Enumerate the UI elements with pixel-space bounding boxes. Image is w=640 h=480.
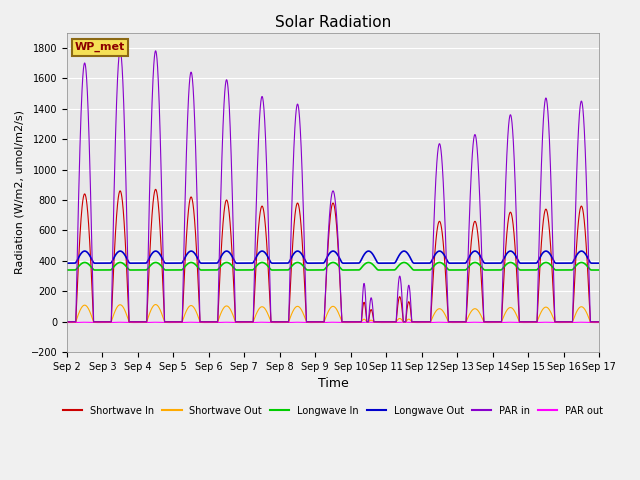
Line: Longwave Out: Longwave Out xyxy=(67,251,599,263)
Longwave Out xyxy=(423,260,431,266)
Longwave Out xyxy=(595,260,603,266)
Shortwave Out xyxy=(595,319,602,324)
Shortwave Out xyxy=(595,319,603,324)
Y-axis label: Radiation (W/m2, umol/m2/s): Radiation (W/m2, umol/m2/s) xyxy=(15,110,25,275)
PAR in xyxy=(63,319,71,324)
Longwave In xyxy=(595,267,603,273)
Shortwave Out xyxy=(63,319,71,324)
Shortwave Out xyxy=(483,319,490,324)
X-axis label: Time: Time xyxy=(317,377,348,391)
PAR out xyxy=(595,320,602,325)
Longwave In xyxy=(313,267,321,273)
Shortwave In xyxy=(423,319,431,324)
PAR out xyxy=(483,320,490,325)
Longwave In xyxy=(159,264,166,270)
Longwave In xyxy=(595,267,602,273)
Shortwave In xyxy=(313,319,321,324)
PAR out xyxy=(452,320,460,325)
PAR out xyxy=(595,320,603,325)
Legend: Shortwave In, Shortwave Out, Longwave In, Longwave Out, PAR in, PAR out: Shortwave In, Shortwave Out, Longwave In… xyxy=(59,402,607,420)
Shortwave In xyxy=(152,186,159,192)
Longwave Out xyxy=(483,260,490,266)
Longwave In xyxy=(423,267,431,273)
Longwave Out xyxy=(159,256,166,262)
Shortwave In xyxy=(483,319,490,324)
PAR out xyxy=(81,319,88,325)
Line: Shortwave In: Shortwave In xyxy=(67,189,599,322)
Longwave In xyxy=(452,267,460,273)
Shortwave In xyxy=(595,319,603,324)
Shortwave Out xyxy=(159,313,166,319)
PAR in xyxy=(595,319,602,324)
PAR out xyxy=(423,320,431,325)
Longwave Out xyxy=(91,260,99,266)
PAR in xyxy=(116,48,124,54)
PAR in xyxy=(452,319,460,324)
Longwave In xyxy=(483,267,490,273)
Longwave Out xyxy=(329,248,337,254)
Longwave Out xyxy=(63,260,71,266)
Longwave Out xyxy=(452,260,460,266)
PAR in xyxy=(595,319,603,324)
Text: WP_met: WP_met xyxy=(75,42,125,52)
PAR out xyxy=(313,320,321,325)
Shortwave In xyxy=(452,319,460,324)
Line: PAR in: PAR in xyxy=(67,51,599,322)
Shortwave In xyxy=(63,319,71,324)
PAR out xyxy=(159,320,166,325)
Line: Longwave In: Longwave In xyxy=(67,263,599,270)
Shortwave Out xyxy=(313,319,321,324)
PAR in xyxy=(423,319,431,324)
Shortwave In xyxy=(159,277,166,283)
Shortwave Out xyxy=(452,319,460,324)
PAR in xyxy=(313,319,321,324)
Line: Shortwave Out: Shortwave Out xyxy=(67,304,599,322)
Longwave In xyxy=(329,260,337,265)
Longwave In xyxy=(63,267,71,273)
PAR in xyxy=(159,233,166,239)
Longwave In xyxy=(552,267,560,273)
Longwave Out xyxy=(313,260,321,266)
Title: Solar Radiation: Solar Radiation xyxy=(275,15,391,30)
Longwave Out xyxy=(595,260,602,266)
PAR out xyxy=(63,320,71,325)
PAR in xyxy=(483,319,490,324)
Shortwave Out xyxy=(152,301,159,307)
Shortwave In xyxy=(595,319,602,324)
Shortwave Out xyxy=(423,319,431,324)
